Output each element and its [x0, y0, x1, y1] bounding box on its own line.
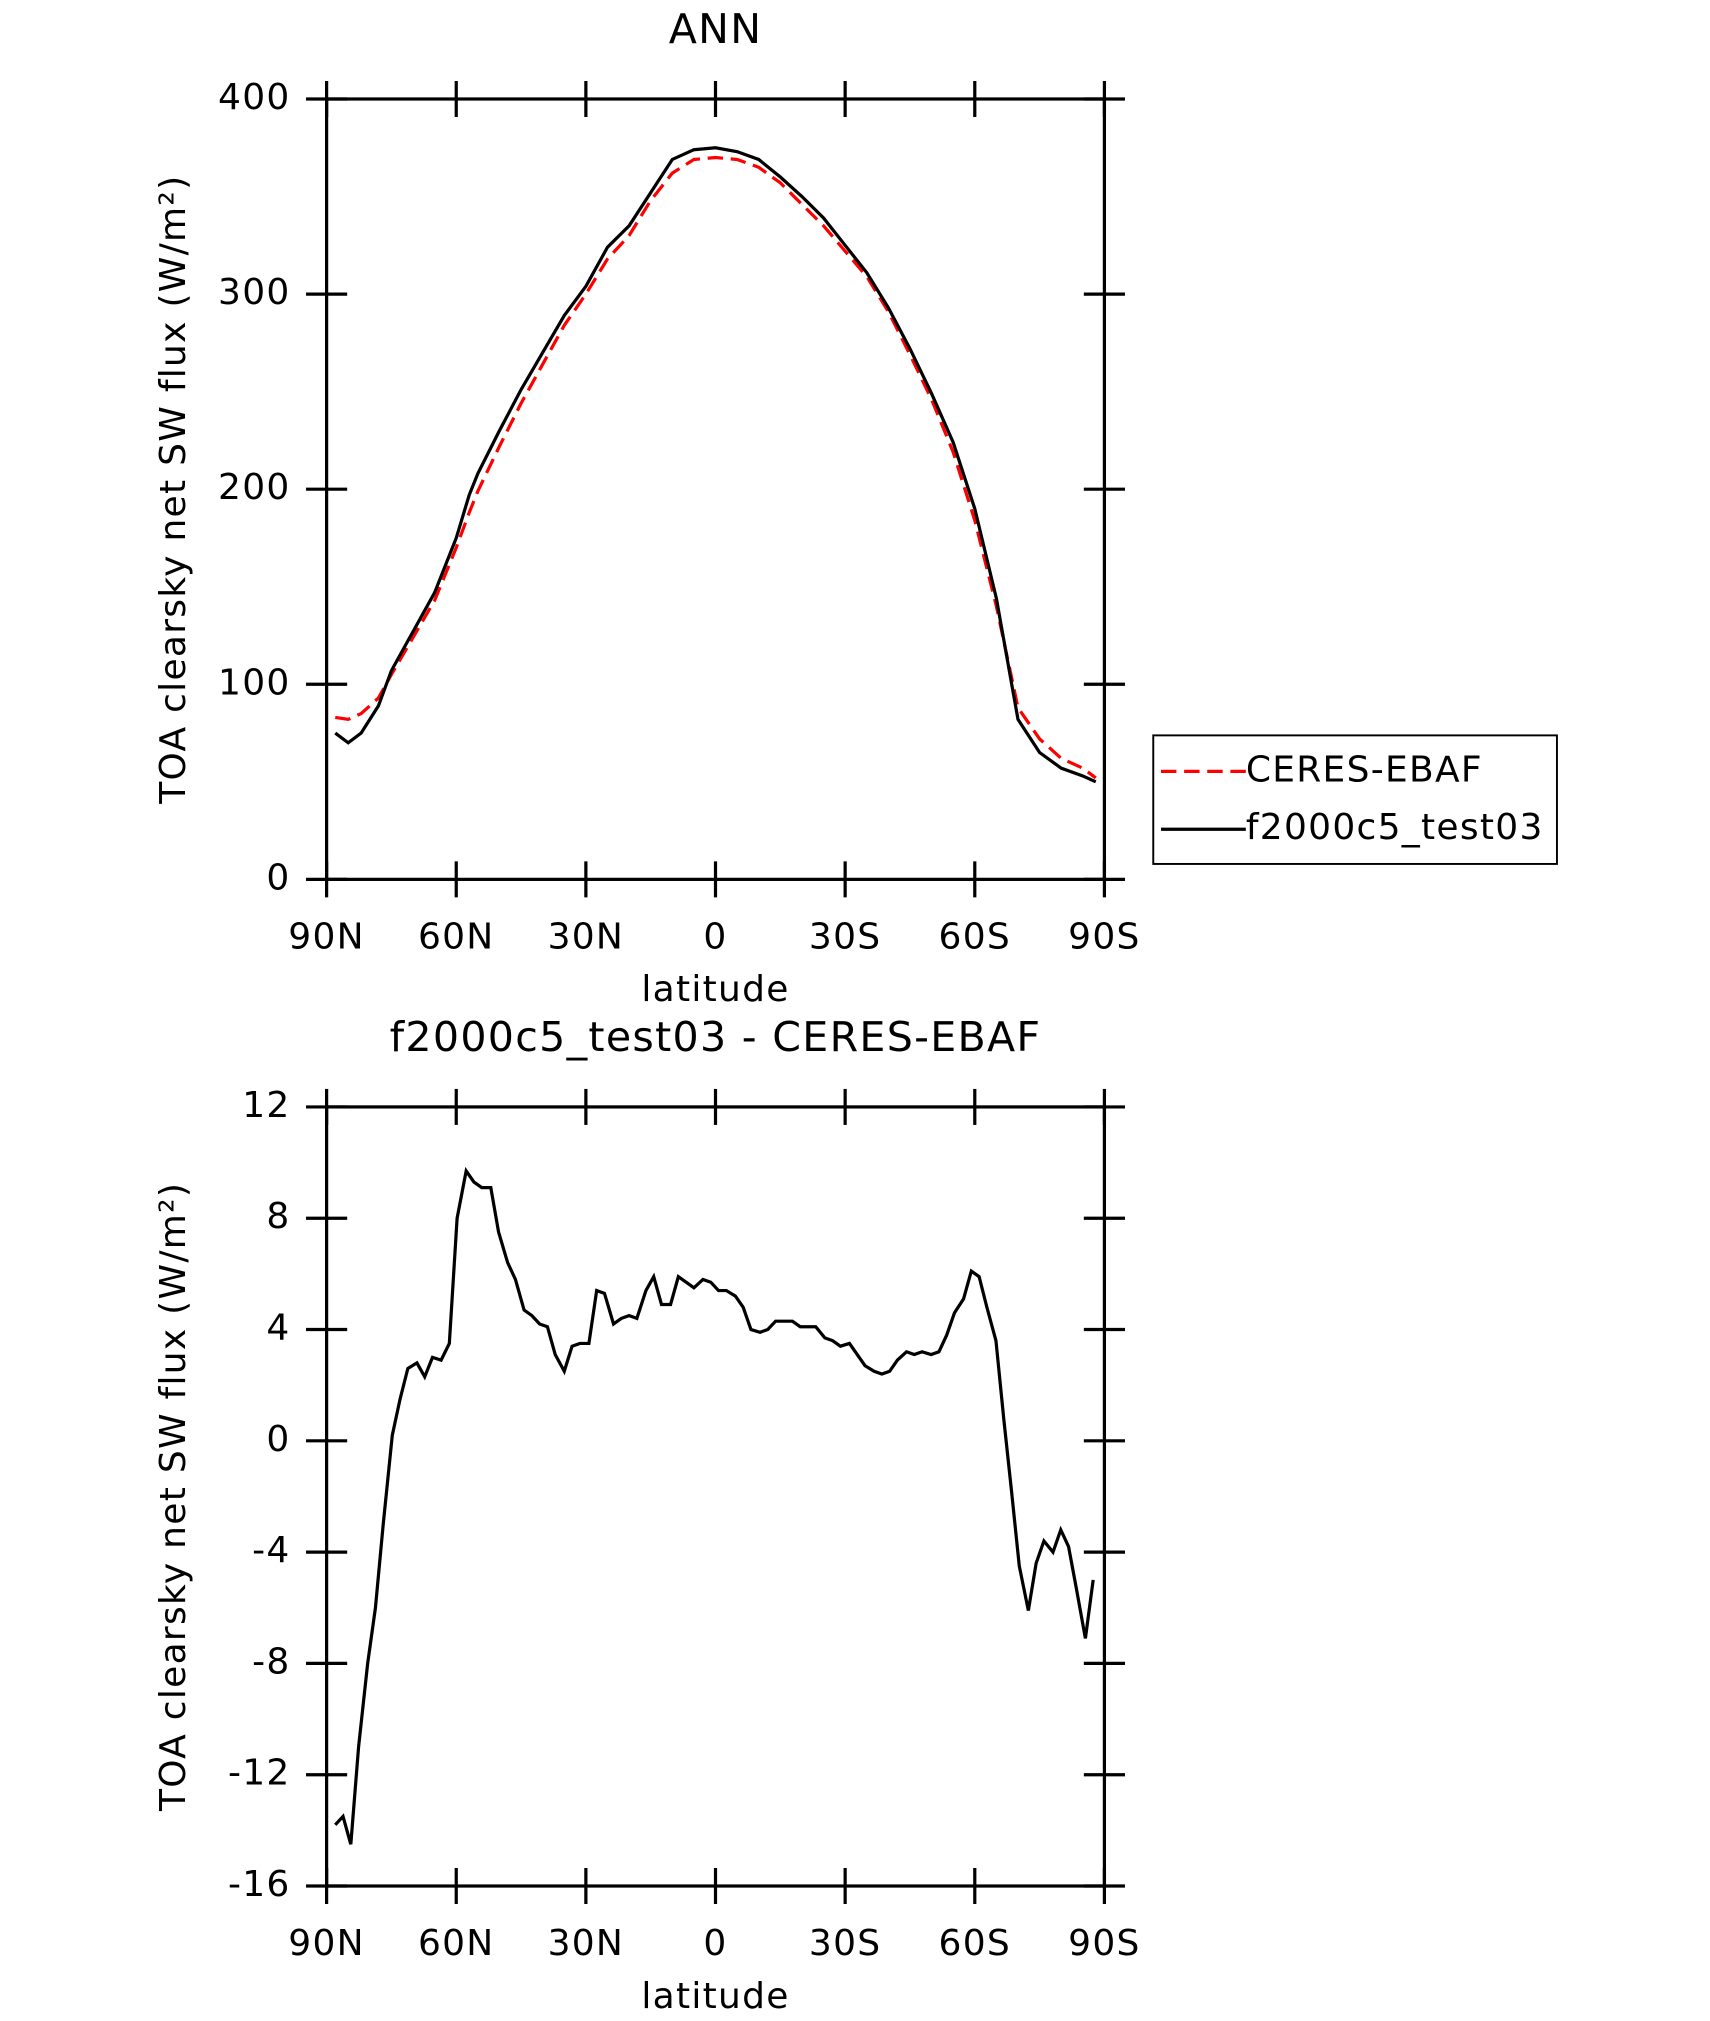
y-tick-label: 200 [218, 467, 291, 508]
x-tick-label: 60S [939, 1923, 1012, 1964]
x-tick-label: 90S [1068, 1923, 1141, 1964]
y-tick-label: 8 [266, 1196, 290, 1237]
series-line [334, 146, 1097, 784]
y-tick-label: -16 [228, 1864, 291, 1905]
chart-title: f2000c5_test03 - CERES-EBAF [390, 1013, 1042, 1061]
y-tick-label: 0 [266, 1419, 290, 1460]
x-tick-label: 90N [288, 917, 365, 958]
legend-box [1152, 734, 1558, 865]
x-tick-label: 30S [809, 917, 882, 958]
legend-label: f2000c5_test03 [1246, 807, 1544, 848]
plot-frame [325, 97, 1107, 881]
y-tick-label: -12 [228, 1753, 291, 1794]
legend: CERES-EBAF f2000c5_test03 [1152, 734, 1558, 865]
x-axis-label: latitude [641, 1976, 789, 2017]
x-tick-label: 90N [288, 1923, 365, 1964]
y-axis-label: TOA clearsky net SW flux (W/m²) [153, 1182, 194, 1812]
legend-label: CERES-EBAF [1246, 749, 1483, 790]
series-line [334, 1166, 1095, 1845]
plot-frame [325, 1105, 1107, 1888]
y-tick-label: 400 [218, 77, 291, 118]
x-tick-label: 30S [809, 1923, 882, 1964]
chart-title: ANN [669, 5, 763, 53]
y-tick-label: 300 [218, 272, 291, 313]
x-tick-label: 0 [703, 917, 727, 958]
y-tick-label: 4 [266, 1308, 290, 1349]
y-tick-label: 12 [242, 1085, 290, 1126]
x-tick-label: 60N [418, 1923, 495, 1964]
x-tick-label: 30N [548, 917, 625, 958]
y-tick-label: -4 [252, 1530, 290, 1571]
y-tick-label: -8 [252, 1641, 290, 1682]
x-tick-label: 90S [1068, 917, 1141, 958]
series-line [335, 155, 1097, 780]
x-axis-label: latitude [641, 969, 789, 1010]
x-tick-label: 60S [939, 917, 1012, 958]
x-tick-label: 60N [418, 917, 495, 958]
y-tick-label: 100 [218, 662, 291, 703]
x-tick-label: 0 [703, 1923, 727, 1964]
x-tick-label: 30N [548, 1923, 625, 1964]
y-tick-label: 0 [266, 857, 290, 898]
y-axis-label: TOA clearsky net SW flux (W/m²) [153, 175, 194, 805]
